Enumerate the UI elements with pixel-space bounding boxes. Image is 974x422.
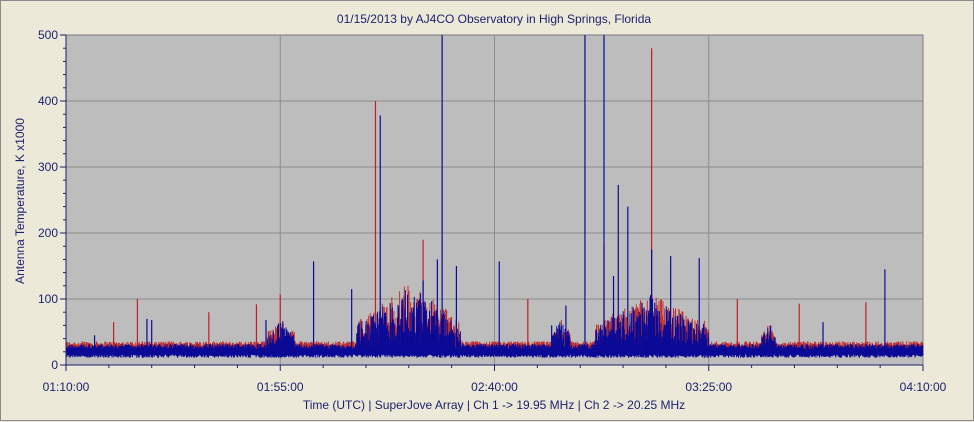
y-tick-label: 100 <box>38 292 58 306</box>
x-tick-label: 02:40:00 <box>471 380 518 394</box>
y-axis-label: Antenna Temperature, K x1000 <box>13 118 27 284</box>
y-tick-label: 200 <box>38 226 58 240</box>
grid-lines <box>66 35 923 365</box>
axes: 0 100 200 300 400 500 01:10:00 01:55:00 02:40:00… <box>38 28 947 394</box>
y-tick-label: 0 <box>51 358 58 372</box>
x-tick-label: 04:10:00 <box>900 380 947 394</box>
y-tick-label: 300 <box>38 160 58 174</box>
x-tick-label: 01:10:00 <box>43 380 90 394</box>
series-layer <box>65 35 924 358</box>
y-tick-label: 400 <box>38 94 58 108</box>
series-ch1 <box>65 35 924 358</box>
x-axis-label: Time (UTC) | SuperJove Array | Ch 1 -> 1… <box>303 398 685 412</box>
y-tick-label: 500 <box>38 28 58 42</box>
x-tick-label: 03:25:00 <box>685 380 732 394</box>
chart-title: 01/15/2013 by AJ4CO Observatory in High … <box>337 12 651 26</box>
x-tick-label: 01:55:00 <box>257 380 304 394</box>
